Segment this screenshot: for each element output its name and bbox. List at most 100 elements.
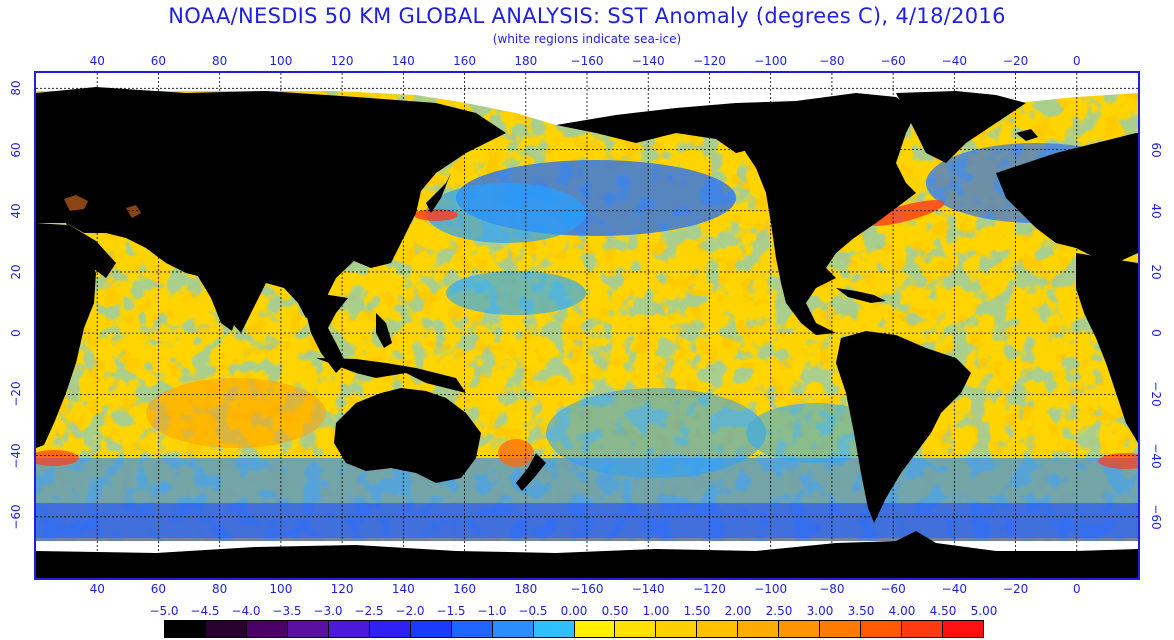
colorbar-tick-label: −2.0 [395, 604, 425, 618]
colorbar-tick-label: 1.50 [683, 604, 711, 618]
colorbar-tick-label: −4.0 [231, 604, 261, 618]
colorbar-swatch [328, 621, 370, 637]
latitude-tick-label-right: −40 [1149, 442, 1163, 469]
longitude-tick-label-top: −20 [1002, 54, 1029, 68]
colorbar-swatch [574, 621, 616, 637]
new-zealand-land [516, 453, 546, 491]
longitude-tick-label-bottom: 80 [212, 582, 228, 596]
colorbar-tick-label: −5.0 [149, 604, 179, 618]
latitude-tick-label-right: 60 [1149, 141, 1163, 158]
longitude-tick-label-bottom: −160 [570, 582, 604, 596]
longitude-tick-label-bottom: 160 [453, 582, 476, 596]
latitude-tick-label-left: −60 [9, 504, 23, 530]
sst-anomaly-map [34, 71, 1140, 580]
australia-land [334, 388, 481, 483]
colorbar-swatch [451, 621, 493, 637]
colorbar-tick-label: 5.00 [970, 604, 998, 618]
longitude-tick-label-bottom: −120 [692, 582, 726, 596]
latitude-tick-label-right: −20 [1149, 381, 1163, 408]
colorbar-swatch [287, 621, 329, 637]
colorbar-swatch [779, 621, 821, 637]
longitude-tick-label-top: 40 [89, 54, 105, 68]
colorbar-swatch [615, 621, 657, 637]
colorbar-swatch [656, 621, 698, 637]
eurasia-land [36, 87, 506, 333]
south-atlantic-hot-anomaly [1098, 453, 1138, 469]
aral-sea [126, 205, 141, 218]
longitude-tick-label-top: 0 [1072, 54, 1081, 68]
longitude-tick-label-top: −60 [880, 54, 906, 68]
colorbar-tick-label: −1.5 [436, 604, 466, 618]
longitude-tick-label-bottom: 40 [89, 582, 105, 596]
longitude-tick-label-bottom: −140 [631, 582, 665, 596]
longitude-tick-label-bottom: −20 [1002, 582, 1029, 596]
colorbar-swatch [820, 621, 862, 637]
graticule [36, 73, 1138, 578]
longitude-tick-label-top: 160 [453, 54, 476, 68]
latitude-tick-label-left: 60 [9, 141, 23, 158]
greenland-land [896, 91, 1026, 163]
colorbar-tick-label: 4.50 [929, 604, 957, 618]
tasman-hot-anomaly [498, 439, 534, 467]
color-scale-bar [164, 620, 984, 638]
colorbar-tick-label: −1.0 [477, 604, 507, 618]
colorbar-swatch [861, 621, 903, 637]
colorbar-swatch [205, 621, 247, 637]
philippines-land [376, 313, 392, 348]
colorbar-tick-label: 0.00 [560, 604, 588, 618]
longitude-tick-label-bottom: −80 [819, 582, 845, 596]
colorbar-tick-label: −2.5 [354, 604, 384, 618]
north-america-land [736, 93, 916, 335]
longitude-tick-label-bottom: 100 [269, 582, 293, 596]
map-subtitle: (white regions indicate sea-ice) [492, 32, 682, 46]
longitude-tick-label-top: −100 [754, 54, 788, 68]
central-pacific-cool-patch [446, 271, 586, 315]
colorbar-tick-label: −0.5 [518, 604, 548, 618]
colorbar-tick-label: 2.00 [724, 604, 752, 618]
colorbar-swatch [165, 621, 206, 637]
latitude-tick-label-left: 0 [9, 329, 23, 337]
south-pacific-cool-anomaly [546, 388, 766, 478]
latitude-tick-label-left: −20 [9, 381, 23, 408]
colorbar-swatch [492, 621, 534, 637]
longitude-tick-label-top: 60 [150, 54, 167, 68]
latitude-tick-label-right: 40 [1149, 203, 1163, 219]
agulhas-hot-anomaly [36, 450, 79, 466]
colorbar-swatch [697, 621, 739, 637]
colorbar-swatch [410, 621, 452, 637]
japan-land [426, 173, 451, 213]
iceland-land [1016, 129, 1038, 141]
longitude-tick-label-top: 180 [514, 54, 538, 68]
latitude-tick-label-left: −40 [9, 442, 23, 469]
north-pacific-cool-anomaly-2 [426, 183, 586, 243]
colorbar-swatch [943, 621, 984, 637]
colorbar-tick-label: −3.0 [313, 604, 343, 618]
west-africa-land [1076, 253, 1138, 443]
colorbar-tick-label: 3.00 [806, 604, 834, 618]
colorbar-tick-label: 4.00 [888, 604, 916, 618]
gulf-stream-hot-anomaly [867, 200, 945, 226]
kuroshio-hot-anomaly [414, 209, 458, 221]
latitude-tick-label-left: 80 [9, 80, 23, 96]
latitude-tick-label-left: 40 [9, 203, 23, 219]
colorbar-tick-label: 1.00 [642, 604, 670, 618]
longitude-tick-label-top: 120 [330, 54, 354, 68]
colorbar-tick-label: −4.5 [190, 604, 220, 618]
colorbar-swatch [369, 621, 411, 637]
longitude-tick-label-bottom: 120 [330, 582, 354, 596]
longitude-tick-label-bottom: −100 [754, 582, 788, 596]
colorbar-tick-label: 2.50 [765, 604, 793, 618]
longitude-tick-label-top: −80 [819, 54, 845, 68]
map-title: NOAA/NESDIS 50 KM GLOBAL ANALYSIS: SST A… [168, 4, 1006, 28]
longitude-tick-label-bottom: 60 [150, 582, 167, 596]
caribbean-islands [836, 288, 886, 303]
longitude-tick-label-bottom: 180 [514, 582, 538, 596]
latitude-tick-label-left: 20 [9, 264, 23, 280]
longitude-tick-label-bottom: 140 [391, 582, 415, 596]
longitude-tick-label-top: 100 [269, 54, 293, 68]
arabia-land [66, 223, 116, 278]
longitude-tick-label-bottom: −40 [941, 582, 967, 596]
longitude-tick-label-top: −120 [692, 54, 726, 68]
latitude-tick-label-right: 20 [1149, 264, 1163, 280]
colorbar-swatch [738, 621, 780, 637]
